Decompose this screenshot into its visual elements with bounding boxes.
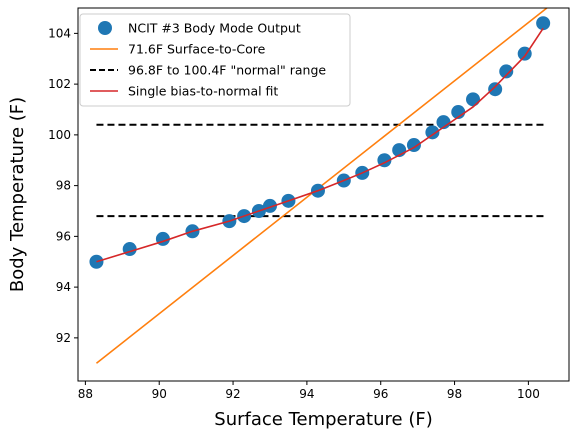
legend-box (79, 13, 351, 107)
x-axis-title: Surface Temperature (F) (214, 409, 432, 430)
x-tick-label: 94 (299, 387, 314, 401)
x-tick-label: 98 (447, 387, 462, 401)
plot-area (89, 7, 551, 364)
y-tick-label: 104 (48, 26, 71, 40)
legend-label: 96.8F to 100.4F "normal" range (128, 63, 326, 78)
y-tick-label: 98 (56, 179, 71, 193)
x-tick-label: 90 (152, 387, 167, 401)
legend-marker (98, 21, 112, 35)
x-tick-label: 100 (517, 387, 540, 401)
data-point (262, 198, 277, 213)
x-tick-label: 92 (225, 387, 240, 401)
data-point (536, 16, 551, 31)
bias-fit-line (96, 27, 544, 263)
data-point (488, 82, 503, 97)
data-point (155, 231, 170, 246)
x-tick-label: 88 (78, 387, 93, 401)
y-tick-label: 96 (56, 229, 71, 243)
data-point (499, 64, 514, 79)
y-tick-label: 102 (48, 77, 71, 91)
y-axis-title: Body Temperature (F) (7, 97, 28, 292)
legend-label: Single bias-to-normal fit (128, 84, 278, 99)
legend: NCIT #3 Body Mode Output 71.6F Surface-to… (79, 13, 351, 107)
legend-label: NCIT #3 Body Mode Output (128, 21, 301, 36)
legend-label: 71.6F Surface-to-Core (128, 42, 266, 57)
data-point (425, 125, 440, 140)
x-tick-label: 96 (373, 387, 388, 401)
y-tick-label: 92 (56, 331, 71, 345)
plot-frame (77, 7, 570, 382)
data-point (466, 92, 481, 107)
y-tick-label: 100 (48, 128, 71, 142)
data-point (122, 242, 137, 257)
y-tick-label: 94 (56, 280, 71, 294)
axes: 88 90 92 94 96 98 100 92 94 96 98 100 102 104 (48, 26, 540, 401)
